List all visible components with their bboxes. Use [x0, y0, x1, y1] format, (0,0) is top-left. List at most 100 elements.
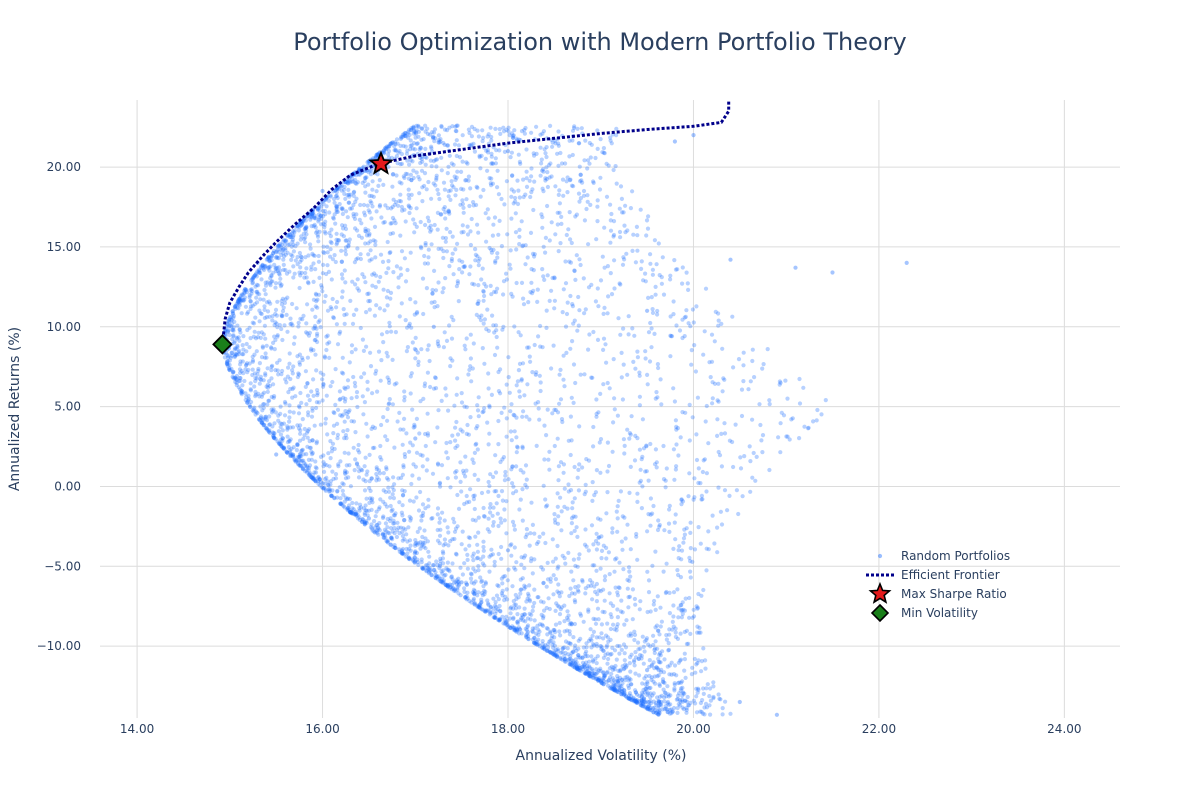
random-portfolio-point	[690, 307, 696, 312]
random-portfolio-point	[459, 230, 464, 235]
random-portfolio-point	[691, 614, 697, 619]
random-portfolio-point	[458, 593, 463, 598]
random-portfolio-point	[355, 512, 360, 517]
random-portfolio-point	[413, 335, 418, 340]
random-portfolio-point	[635, 349, 640, 354]
random-portfolio-point	[596, 541, 601, 546]
random-portfolio-point	[479, 490, 485, 496]
random-portfolio-point	[641, 699, 646, 704]
random-portfolio-point	[253, 315, 258, 320]
random-portfolio-point	[634, 692, 640, 697]
random-portfolio-point	[471, 591, 476, 596]
random-portfolio-point	[573, 661, 578, 666]
random-portfolio-point	[468, 356, 473, 361]
random-portfolio-point	[536, 406, 541, 411]
random-portfolio-point	[305, 355, 310, 360]
random-portfolio-point	[707, 703, 712, 708]
random-portfolio-point	[470, 517, 475, 523]
random-portfolio-point	[482, 406, 487, 411]
grid	[100, 100, 1120, 718]
random-portfolio-point	[344, 411, 349, 416]
random-portfolio-point	[234, 346, 239, 351]
random-portfolio-point	[250, 372, 255, 378]
random-portfolio-point	[322, 355, 328, 360]
random-portfolio-point	[392, 521, 397, 526]
random-portfolio-point	[484, 148, 489, 153]
random-portfolio-point	[682, 532, 688, 537]
random-portfolio-point	[648, 512, 653, 517]
random-portfolio-point	[595, 337, 601, 342]
random-portfolio-point	[665, 709, 670, 715]
random-portfolio-point	[342, 312, 347, 318]
random-portfolio-point	[377, 471, 383, 476]
random-portfolio-point	[317, 204, 322, 209]
random-portfolio-point	[271, 433, 276, 438]
random-portfolio-point	[564, 179, 569, 184]
random-portfolio-point	[450, 537, 455, 542]
legend-label[interactable]: Efficient Frontier	[901, 568, 1000, 582]
random-portfolio-point	[577, 164, 582, 169]
random-portfolio-point	[391, 475, 396, 480]
legend-label[interactable]: Min Volatility	[901, 606, 978, 620]
random-portfolio-point	[416, 508, 422, 513]
random-portfolio-point	[281, 446, 286, 451]
random-portfolio-point	[237, 367, 243, 372]
random-portfolio-point	[346, 475, 351, 480]
random-portfolio-point	[446, 408, 451, 413]
random-portfolio-point	[309, 212, 315, 217]
random-portfolio-point	[285, 450, 290, 455]
random-portfolio-point	[375, 475, 380, 480]
random-portfolio-point	[424, 155, 429, 160]
random-portfolio-point	[452, 536, 457, 542]
random-portfolio-point	[450, 561, 455, 566]
random-portfolio-point	[694, 686, 699, 691]
random-portfolio-point	[453, 247, 458, 252]
random-portfolio-point	[488, 181, 493, 186]
random-portfolio-point	[649, 677, 654, 683]
random-portfolio-point	[717, 696, 722, 701]
random-portfolio-point	[522, 131, 528, 136]
random-portfolio-point	[280, 436, 285, 441]
random-portfolio-point	[472, 126, 477, 132]
random-portfolio-point	[569, 569, 574, 574]
random-portfolio-point	[362, 520, 367, 525]
random-portfolio-point	[461, 471, 466, 476]
legend-label[interactable]: Random Portfolios	[901, 549, 1010, 563]
random-portfolio-point	[373, 514, 378, 519]
random-portfolio-point	[465, 224, 470, 229]
random-portfolio-point	[517, 605, 522, 610]
random-portfolio-point	[525, 255, 530, 260]
random-portfolio-point	[438, 564, 443, 569]
random-portfolio-point	[538, 173, 543, 178]
random-portfolio-point	[329, 493, 334, 498]
random-portfolio-point	[494, 148, 499, 153]
random-portfolio-point	[632, 596, 638, 602]
random-portfolio-point	[287, 415, 292, 420]
random-portfolio-point	[309, 346, 314, 351]
random-portfolio-point	[345, 506, 350, 511]
legend-label[interactable]: Max Sharpe Ratio	[901, 587, 1007, 601]
random-portfolio-point	[392, 531, 397, 536]
random-portfolio-point	[407, 196, 412, 201]
random-portfolio-point	[327, 488, 332, 494]
random-portfolio-point	[390, 140, 395, 145]
random-portfolio-point	[540, 225, 545, 230]
random-portfolio-point	[689, 362, 694, 367]
random-portfolio-point	[481, 135, 486, 140]
random-portfolio-point	[295, 442, 300, 447]
random-portfolio-point	[307, 463, 313, 468]
random-portfolio-point	[476, 414, 481, 419]
random-portfolio-point	[310, 438, 315, 443]
random-portfolio-point	[690, 559, 695, 565]
random-portfolio-point	[311, 476, 316, 481]
random-portfolio-point	[574, 660, 579, 665]
random-portfolio-point	[684, 270, 689, 275]
random-portfolio-point	[627, 431, 633, 436]
random-portfolio-point	[315, 206, 320, 212]
random-portfolio-point	[367, 168, 372, 173]
random-portfolio-point	[559, 417, 565, 422]
random-portfolio-point	[399, 151, 404, 157]
random-portfolio-point	[279, 252, 284, 258]
random-portfolio-point	[410, 159, 415, 164]
random-portfolio-point	[530, 370, 535, 375]
